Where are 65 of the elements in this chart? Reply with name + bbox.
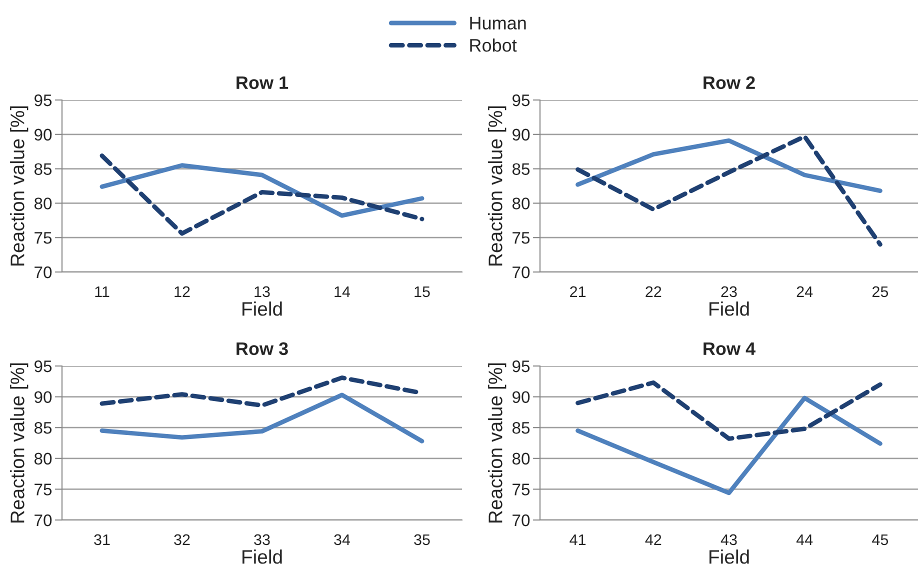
line-series <box>576 138 882 194</box>
y-tick-label: 70 <box>34 514 52 526</box>
x-axis-title: Field <box>710 550 749 564</box>
x-tick-label: 12 <box>174 286 190 297</box>
y-tick-label: 80 <box>34 198 52 210</box>
x-tick-label: 25 <box>872 286 888 298</box>
y-tick-label: 95 <box>34 94 52 106</box>
y-tick-label: 80 <box>512 198 530 210</box>
x-tick-label: 22 <box>646 286 662 297</box>
y-tick-label: 75 <box>512 232 530 244</box>
x-tick-label: 13 <box>254 286 270 298</box>
line-series <box>100 154 424 236</box>
y-tick-label: 85 <box>512 422 530 434</box>
y-tick-label: 70 <box>512 266 530 278</box>
x-tick-label: 15 <box>414 286 430 298</box>
legend-label: Human <box>470 16 526 30</box>
x-tick-label: 32 <box>174 534 190 546</box>
y-axis-title: Reaction value [%] <box>10 106 28 266</box>
x-axis-title: Field <box>242 302 282 316</box>
chart-title: Row 1 <box>236 76 288 90</box>
y-axis-title: Reaction value [%] <box>10 363 28 522</box>
x-tick-label: 14 <box>334 286 350 297</box>
y-tick-label: 75 <box>512 484 530 496</box>
x-tick-label: 43 <box>720 534 737 546</box>
x-tick-label: 21 <box>570 286 586 297</box>
x-tick-label: 23 <box>721 286 737 298</box>
y-tick-label: 90 <box>34 391 52 404</box>
x-tick-label: 33 <box>254 534 270 546</box>
y-tick-label: 95 <box>512 94 530 106</box>
line-series <box>100 392 424 444</box>
y-tick-label: 70 <box>512 514 530 526</box>
chart-title: Row 2 <box>704 76 755 90</box>
x-tick-label: 35 <box>414 534 430 546</box>
y-tick-label: 85 <box>34 163 52 176</box>
line-series <box>576 134 882 247</box>
y-tick-label: 70 <box>34 266 52 278</box>
y-tick-label: 90 <box>34 128 52 141</box>
y-tick-label: 80 <box>34 452 52 465</box>
chart-title: Row 4 <box>704 342 756 356</box>
y-tick-label: 85 <box>34 422 52 434</box>
y-tick-label: 90 <box>512 391 530 404</box>
line-series <box>100 163 424 218</box>
x-axis-title: Field <box>242 550 282 564</box>
line-series <box>576 396 882 496</box>
y-axis-title: Reaction value [%] <box>488 363 506 522</box>
chart-title: Row 3 <box>236 342 288 356</box>
legend-label: Robot <box>470 38 517 52</box>
y-tick-label: 95 <box>34 360 52 372</box>
y-tick-label: 80 <box>512 452 530 465</box>
x-tick-label: 24 <box>796 286 813 297</box>
x-tick-label: 45 <box>872 534 888 546</box>
x-tick-label: 42 <box>645 534 662 545</box>
x-tick-label: 11 <box>95 286 110 297</box>
x-tick-label: 34 <box>334 534 350 546</box>
y-tick-label: 75 <box>34 484 52 496</box>
x-tick-label: 41 <box>570 534 586 545</box>
y-tick-label: 85 <box>512 163 530 176</box>
y-tick-label: 90 <box>512 128 530 141</box>
y-tick-label: 75 <box>34 232 52 244</box>
x-axis-title: Field <box>710 302 749 316</box>
x-tick-label: 44 <box>796 534 813 545</box>
x-tick-label: 31 <box>94 534 110 546</box>
y-tick-label: 95 <box>512 360 530 372</box>
line-series <box>576 380 882 441</box>
y-axis-title: Reaction value [%] <box>488 106 506 266</box>
